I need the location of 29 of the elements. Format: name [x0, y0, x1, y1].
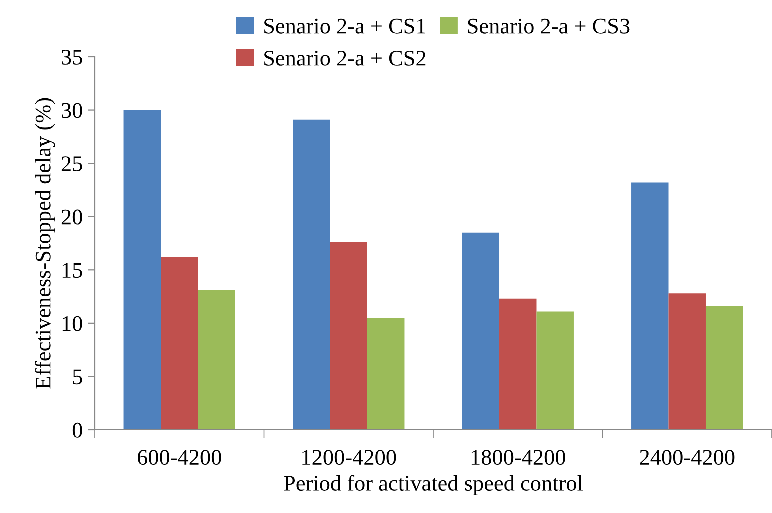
bar [632, 182, 669, 430]
legend-label: Senario 2-a + CS3 [468, 18, 630, 34]
bar [668, 294, 706, 430]
x-tick-label: 1800-4200 [472, 450, 566, 466]
legend-label: Senario 2-a + CS2 [264, 50, 426, 66]
x-tick-label: 600-4200 [138, 450, 222, 466]
y-tick-label: 35 [62, 50, 82, 65]
y-tick-label: 15 [62, 263, 82, 278]
bar [330, 242, 368, 430]
y-tick-label: 20 [62, 210, 82, 225]
y-tick-label: 10 [62, 316, 82, 332]
y-tick-label: 5 [73, 370, 82, 385]
bar [706, 306, 744, 430]
x-tick-label: 1200-4200 [302, 450, 396, 466]
bar [293, 120, 330, 430]
x-axis-title: Period for activated speed control [284, 475, 583, 496]
y-axis-title: Effectiveness-Stopped delay (%) [34, 98, 56, 389]
y-tick-label: 0 [72, 422, 82, 438]
bar [536, 312, 574, 430]
x-tick-label: 2400-4200 [640, 450, 735, 466]
bar [198, 290, 236, 430]
bar [161, 257, 198, 430]
bar [500, 298, 537, 430]
bar [124, 110, 162, 430]
y-tick-label: 25 [62, 156, 82, 172]
y-tick-label: 30 [62, 103, 82, 118]
bar [367, 318, 405, 430]
bar [462, 232, 500, 430]
legend-label: Senario 2-a + CS1 [264, 18, 426, 34]
